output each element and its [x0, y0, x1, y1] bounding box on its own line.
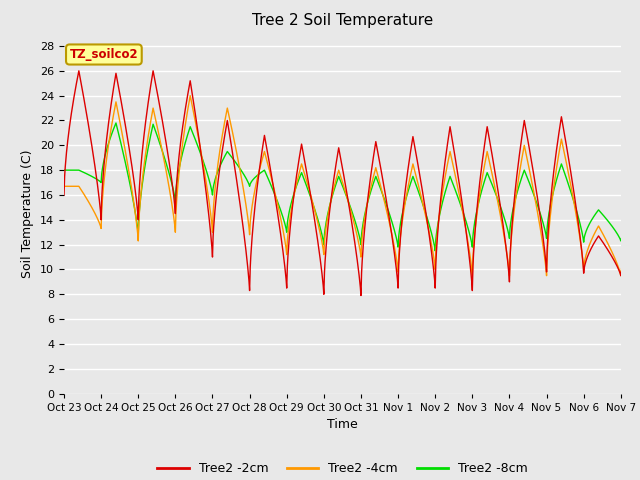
- Text: TZ_soilco2: TZ_soilco2: [70, 48, 138, 61]
- Tree2 -2cm: [634, 245, 640, 251]
- Legend: Tree2 -2cm, Tree2 -4cm, Tree2 -8cm: Tree2 -2cm, Tree2 -4cm, Tree2 -8cm: [152, 457, 532, 480]
- Tree2 -2cm: [307, 194, 315, 200]
- Tree2 -8cm: [410, 177, 418, 182]
- Tree2 -8cm: [625, 228, 633, 233]
- Tree2 -8cm: [88, 174, 96, 180]
- Tree2 -2cm: [89, 151, 97, 157]
- X-axis label: Time: Time: [327, 418, 358, 431]
- Tree2 -8cm: [112, 120, 120, 126]
- Tree2 -2cm: [75, 68, 83, 74]
- Tree2 -4cm: [307, 193, 315, 199]
- Tree2 -4cm: [186, 93, 194, 98]
- Tree2 -2cm: [411, 144, 419, 150]
- Tree2 -4cm: [410, 166, 418, 171]
- Tree2 -2cm: [357, 293, 365, 299]
- Tree2 -8cm: [60, 167, 68, 173]
- Tree2 -2cm: [625, 252, 633, 257]
- Tree2 -2cm: [171, 203, 179, 208]
- Tree2 -8cm: [307, 195, 315, 201]
- Y-axis label: Soil Temperature (C): Soil Temperature (C): [22, 149, 35, 278]
- Line: Tree2 -2cm: Tree2 -2cm: [64, 71, 640, 296]
- Tree2 -4cm: [60, 183, 68, 189]
- Tree2 -4cm: [625, 244, 632, 250]
- Tree2 -4cm: [88, 206, 96, 212]
- Title: Tree 2 Soil Temperature: Tree 2 Soil Temperature: [252, 13, 433, 28]
- Line: Tree2 -8cm: Tree2 -8cm: [64, 123, 640, 251]
- Tree2 -8cm: [431, 248, 439, 254]
- Tree2 -2cm: [60, 192, 68, 198]
- Tree2 -8cm: [171, 194, 179, 200]
- Tree2 -4cm: [634, 233, 640, 239]
- Tree2 -4cm: [170, 217, 178, 223]
- Tree2 -8cm: [634, 225, 640, 230]
- Line: Tree2 -4cm: Tree2 -4cm: [64, 96, 640, 279]
